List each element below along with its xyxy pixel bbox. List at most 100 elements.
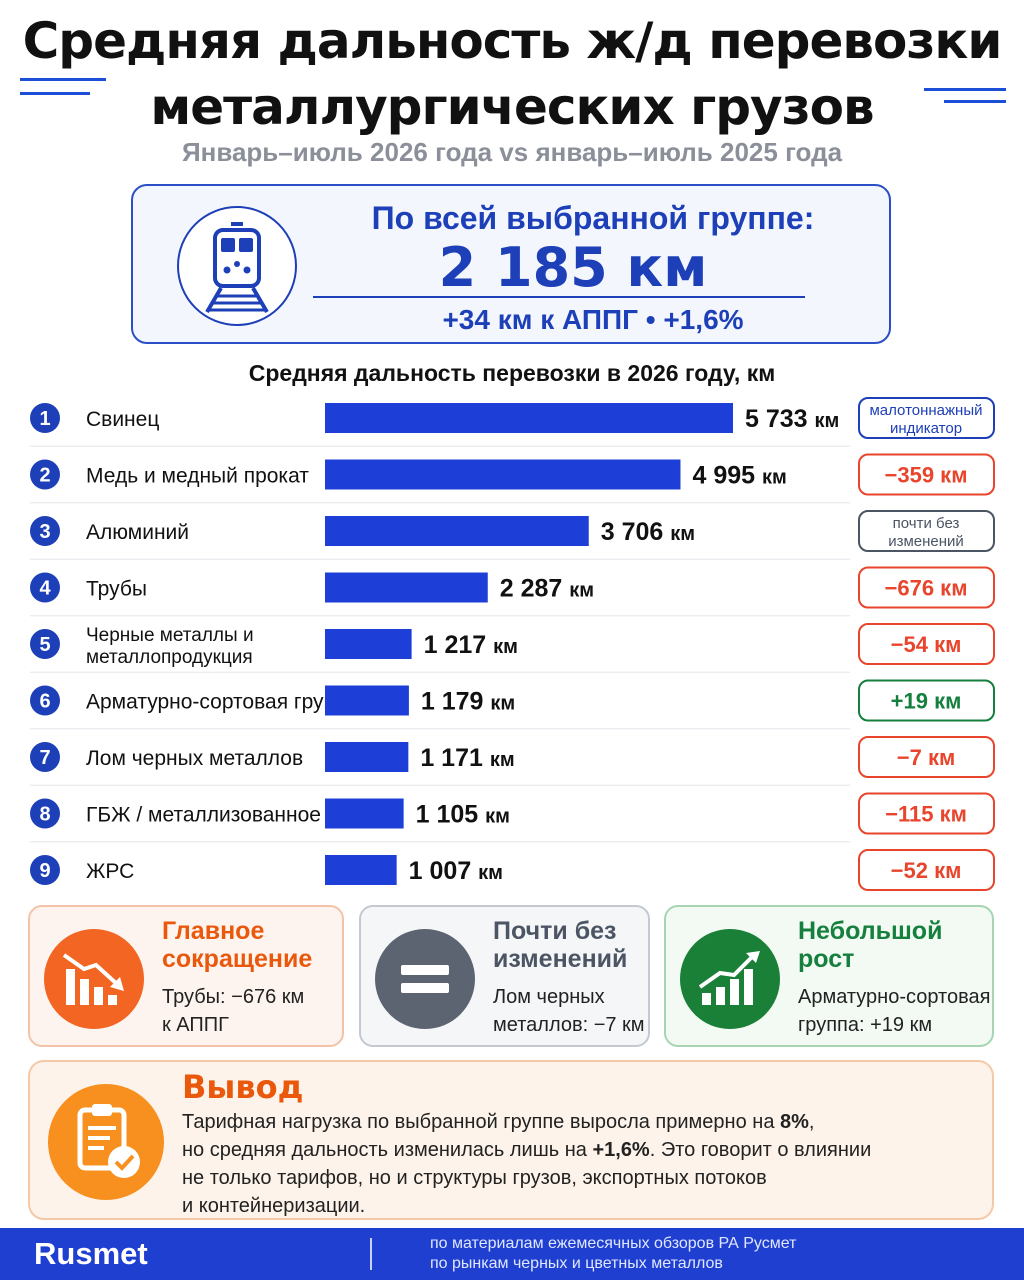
category-label: Арматурно-сортовая группа	[86, 691, 358, 714]
value-label: 1 007 км	[409, 857, 503, 885]
card-title-line: рост	[798, 945, 855, 973]
rank-badge	[30, 855, 60, 885]
category-label: Свинец	[86, 408, 159, 431]
equals-icon	[375, 929, 475, 1029]
value-label: 2 287 км	[500, 575, 594, 603]
bar	[325, 516, 589, 546]
footer-source-note: по материалам ежемесячных обзоров РА Рус…	[430, 1234, 796, 1274]
text-highlight: 8%	[780, 1111, 809, 1133]
card-title: Главное сокращение	[162, 917, 312, 973]
rank-number: 4	[39, 578, 51, 600]
category-label: Алюминий	[86, 521, 189, 544]
card-title: Небольшой рост	[798, 917, 942, 973]
card-main-decline: Главное сокращение Трубы: −676 км к АППГ	[28, 905, 344, 1047]
text-part: ,	[808, 1111, 815, 1133]
decor-line-left-1	[20, 78, 106, 81]
growth-chart-icon	[680, 929, 780, 1029]
declining-chart-icon	[44, 929, 144, 1029]
change-note: почти без	[893, 515, 960, 532]
category-label: Черные металлы и	[86, 625, 254, 646]
card-title-line: Главное	[162, 917, 265, 945]
rank-number: 8	[39, 804, 50, 826]
category-label: Лом черных металлов	[86, 747, 303, 770]
chart-title: Средняя дальность перевозки в 2026 году,…	[248, 360, 776, 386]
decor-line-right-1	[924, 88, 1006, 91]
card-text-line: группа: +19 км	[798, 1014, 933, 1036]
change-badge	[858, 397, 995, 439]
rank-badge	[30, 459, 60, 490]
rank-badge	[30, 798, 60, 829]
footer-divider	[370, 1238, 372, 1270]
title-line-2: металлургических грузов	[150, 78, 874, 136]
text-part: . Это говорит о влиянии	[649, 1139, 872, 1161]
card-title-line: сокращение	[162, 945, 313, 973]
value-label: 1 179 км	[421, 688, 515, 716]
change-badge	[858, 679, 995, 722]
subtitle: Январь–июль 2026 года vs январь–июль 202…	[181, 137, 843, 167]
conclusion-line: но средняя дальность изменилась лишь на …	[182, 1136, 972, 1164]
value-label: 3 706 км	[601, 518, 695, 546]
change-badge	[858, 792, 995, 835]
card-text-line: Лом черных	[493, 986, 605, 1008]
footer-note-line: по рынкам черных и цветных металлов	[430, 1255, 723, 1272]
summary-change: +34 км к АППГ • +1,6%	[442, 304, 744, 335]
rank-number: 1	[39, 408, 50, 430]
change-badge	[858, 566, 995, 609]
train-icon	[177, 206, 297, 326]
decor-line-left-2	[20, 92, 90, 95]
category-label: Медь и медный прокат	[86, 465, 309, 488]
footer: Rusmet по материалам ежемесячных обзоров…	[0, 1228, 1024, 1280]
bar	[325, 459, 681, 490]
text-highlight: +1,6%	[592, 1139, 650, 1161]
value-label: 1 217 км	[424, 631, 518, 659]
rank-number: 3	[39, 521, 50, 543]
bar	[325, 742, 409, 772]
card-text-line: металлов: −7 км	[493, 1014, 645, 1036]
card-text-line: Арматурно-сортовая	[798, 986, 991, 1008]
rank-badge	[30, 685, 60, 716]
card-text: Лом черных металлов: −7 км	[493, 983, 645, 1039]
rank-number: 2	[39, 465, 50, 487]
change-badge	[858, 623, 995, 665]
card-almost-unchanged: Почти без изменений Лом черных металлов:…	[359, 905, 650, 1047]
card-text: Трубы: −676 км к АППГ	[162, 983, 304, 1039]
rank-badge	[30, 572, 60, 603]
bar	[325, 572, 488, 603]
conclusion-text: Тарифная нагрузка по выбранной группе вы…	[182, 1108, 972, 1220]
conclusion-line: Тарифная нагрузка по выбранной группе вы…	[182, 1108, 972, 1136]
bar	[325, 685, 409, 716]
card-title: Почти без изменений	[493, 917, 627, 973]
card-title-line: Почти без	[493, 917, 617, 945]
footer-note-line: по материалам ежемесячных обзоров РА Рус…	[430, 1235, 797, 1252]
value-label: 1 105 км	[416, 801, 510, 829]
change-value: −54 км	[891, 632, 962, 657]
category-label: ЖРС	[86, 860, 134, 883]
summary-value: 2 185 км	[438, 236, 708, 299]
category-label: металлопродукция	[86, 647, 253, 668]
change-value: −676 км	[885, 576, 968, 601]
card-title-line: изменений	[493, 945, 628, 973]
change-value: −359 км	[885, 463, 968, 488]
change-badge	[858, 453, 995, 496]
change-note: индикатор	[890, 420, 962, 437]
change-badge	[858, 849, 995, 891]
value-label: 4 995 км	[692, 462, 786, 490]
rank-badge	[30, 403, 60, 433]
rank-badge	[30, 742, 60, 772]
rank-number: 9	[39, 860, 50, 882]
clipboard-check-icon	[48, 1084, 164, 1200]
conclusion-line: и контейнеризации.	[182, 1195, 366, 1217]
decor-line-right-2	[944, 100, 1006, 103]
conclusion-line: не только тарифов, но и структуры грузов…	[182, 1167, 767, 1189]
rank-badge	[30, 516, 60, 546]
rank-number: 7	[39, 747, 50, 769]
bar	[325, 629, 412, 659]
category-label: ГБЖ / металлизованное сырье	[86, 804, 387, 827]
card-text-line: к АППГ	[162, 1014, 230, 1036]
change-badge	[858, 510, 995, 552]
conclusion-box: Вывод Тарифная нагрузка по выбранной гру…	[28, 1060, 994, 1220]
text-part: Тарифная нагрузка по выбранной группе вы…	[182, 1111, 780, 1133]
category-label: Трубы	[86, 578, 147, 601]
change-badge	[858, 736, 995, 778]
